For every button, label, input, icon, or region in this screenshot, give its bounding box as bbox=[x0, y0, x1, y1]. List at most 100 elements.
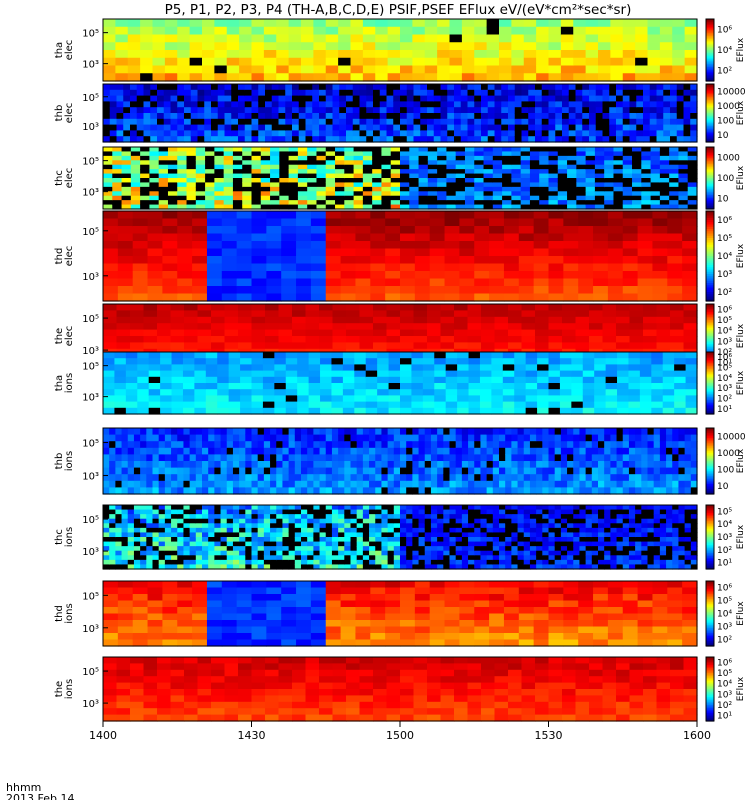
heatmap-cell bbox=[464, 151, 475, 157]
heatmap-cell bbox=[662, 395, 675, 403]
heatmap-cell bbox=[331, 434, 339, 442]
heatmap-cell bbox=[313, 461, 321, 469]
heatmap-cell bbox=[667, 226, 683, 235]
heatmap-cell bbox=[400, 241, 416, 250]
heatmap-cell bbox=[449, 57, 463, 67]
colorbar-segment bbox=[706, 308, 714, 311]
heatmap-cell bbox=[573, 474, 581, 482]
heatmap-cell bbox=[520, 191, 531, 197]
heatmap-cell bbox=[593, 271, 609, 280]
heatmap-cell bbox=[285, 124, 293, 131]
heatmap-cell bbox=[409, 182, 420, 188]
heatmap-cell bbox=[189, 50, 203, 59]
heatmap-cell bbox=[492, 155, 503, 161]
heatmap-cell bbox=[109, 480, 116, 488]
heatmap-cell bbox=[325, 160, 336, 166]
heatmap-cell bbox=[582, 107, 590, 114]
heatmap-cell bbox=[499, 454, 506, 462]
heatmap-cell bbox=[372, 169, 383, 175]
heatmap-cell bbox=[294, 467, 302, 475]
heatmap-cell bbox=[585, 178, 596, 184]
heatmap-cell bbox=[632, 195, 642, 201]
heatmap-cell bbox=[598, 42, 611, 51]
heatmap-cell bbox=[474, 263, 490, 272]
colorbar-segment bbox=[706, 182, 714, 185]
heatmap-cell bbox=[424, 447, 432, 455]
heatmap-cell bbox=[678, 204, 689, 210]
heatmap-cell bbox=[236, 218, 253, 227]
heatmap-cell bbox=[388, 358, 401, 365]
heatmap-cell bbox=[557, 164, 568, 170]
heatmap-cell bbox=[344, 195, 355, 201]
heatmap-cell bbox=[297, 151, 308, 157]
panel-ylabel: elec bbox=[64, 168, 75, 189]
heatmap-cell bbox=[240, 370, 253, 378]
heatmap-cell bbox=[271, 107, 280, 114]
heatmap-cell bbox=[305, 336, 320, 343]
heatmap-cell bbox=[239, 57, 253, 67]
heatmap-cell bbox=[523, 434, 531, 442]
heatmap-cell bbox=[548, 304, 563, 311]
heatmap-cell bbox=[257, 461, 265, 469]
heatmap-cell bbox=[294, 474, 302, 482]
heatmap-cell bbox=[422, 352, 435, 359]
heatmap-cell bbox=[481, 136, 489, 143]
heatmap-cell bbox=[585, 487, 593, 495]
heatmap-cell bbox=[635, 34, 649, 43]
heatmap-cell bbox=[202, 447, 209, 455]
heatmap-cell bbox=[183, 467, 191, 475]
heatmap-cell bbox=[288, 160, 299, 166]
heatmap-cell bbox=[352, 95, 361, 102]
heatmap-cell bbox=[457, 407, 470, 415]
heatmap-cell bbox=[282, 480, 290, 488]
heatmap-cell bbox=[359, 84, 367, 91]
heatmap-cell bbox=[576, 182, 587, 188]
heatmap-cell bbox=[251, 304, 266, 311]
heatmap-cell bbox=[386, 336, 401, 343]
colorbar-segment bbox=[706, 84, 714, 87]
heatmap-cell bbox=[221, 293, 238, 302]
heatmap-cell bbox=[429, 271, 446, 280]
heatmap-cell bbox=[177, 164, 188, 170]
heatmap-cell bbox=[676, 107, 685, 114]
heatmap-cell bbox=[685, 401, 698, 409]
heatmap-cell bbox=[400, 293, 416, 302]
heatmap-cell bbox=[651, 389, 664, 396]
heatmap-cell bbox=[682, 218, 698, 227]
heatmap-cell bbox=[491, 383, 504, 390]
heatmap-cell bbox=[133, 474, 141, 482]
heatmap-cell bbox=[339, 84, 347, 91]
heatmap-cell bbox=[659, 155, 670, 161]
heatmap-cell bbox=[659, 151, 670, 157]
heatmap-cell bbox=[529, 434, 537, 442]
heatmap-cell bbox=[548, 178, 559, 184]
heatmap-cell bbox=[414, 293, 431, 302]
heatmap-cell bbox=[663, 136, 671, 143]
heatmap-cell bbox=[643, 113, 651, 120]
heatmap-cell bbox=[355, 248, 371, 257]
heatmap-cell bbox=[535, 113, 543, 120]
heatmap-cell bbox=[171, 428, 178, 436]
heatmap-cell bbox=[514, 124, 523, 131]
heatmap-cell bbox=[375, 487, 383, 495]
heatmap-cell bbox=[560, 73, 574, 82]
heatmap-cell bbox=[610, 50, 624, 59]
heatmap-cell bbox=[346, 89, 354, 97]
heatmap-cell bbox=[430, 441, 438, 449]
colorbar-segment bbox=[706, 62, 714, 65]
heatmap-cell bbox=[307, 191, 318, 197]
heatmap-cell bbox=[598, 50, 611, 59]
heatmap-cell bbox=[297, 160, 308, 166]
heatmap-cell bbox=[232, 155, 243, 161]
heatmap-cell bbox=[116, 323, 131, 331]
heatmap-cell bbox=[340, 271, 357, 280]
heatmap-cell bbox=[265, 323, 280, 331]
heatmap-cell bbox=[163, 89, 172, 97]
colorbar-segment bbox=[706, 187, 714, 190]
heatmap-cell bbox=[260, 160, 271, 166]
heatmap-cell bbox=[285, 364, 298, 372]
heatmap-cell bbox=[103, 136, 111, 143]
heatmap-cell bbox=[148, 383, 161, 390]
heatmap-cell bbox=[567, 480, 574, 488]
heatmap-cell bbox=[208, 428, 215, 436]
